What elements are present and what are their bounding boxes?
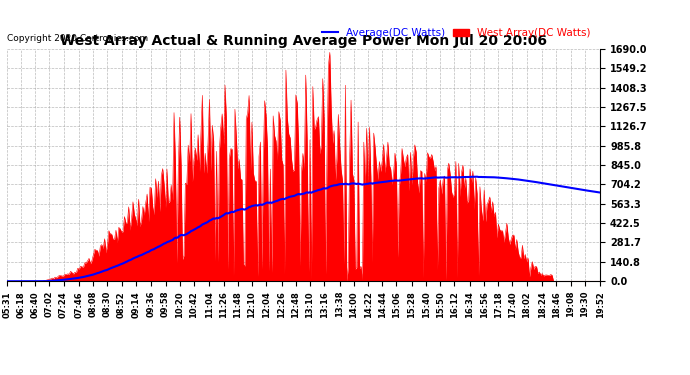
Title: West Array Actual & Running Average Power Mon Jul 20 20:06: West Array Actual & Running Average Powe… <box>60 34 547 48</box>
Legend: Average(DC Watts), West Array(DC Watts): Average(DC Watts), West Array(DC Watts) <box>318 24 595 42</box>
Text: Copyright 2020 Cartronics.com: Copyright 2020 Cartronics.com <box>7 34 148 43</box>
